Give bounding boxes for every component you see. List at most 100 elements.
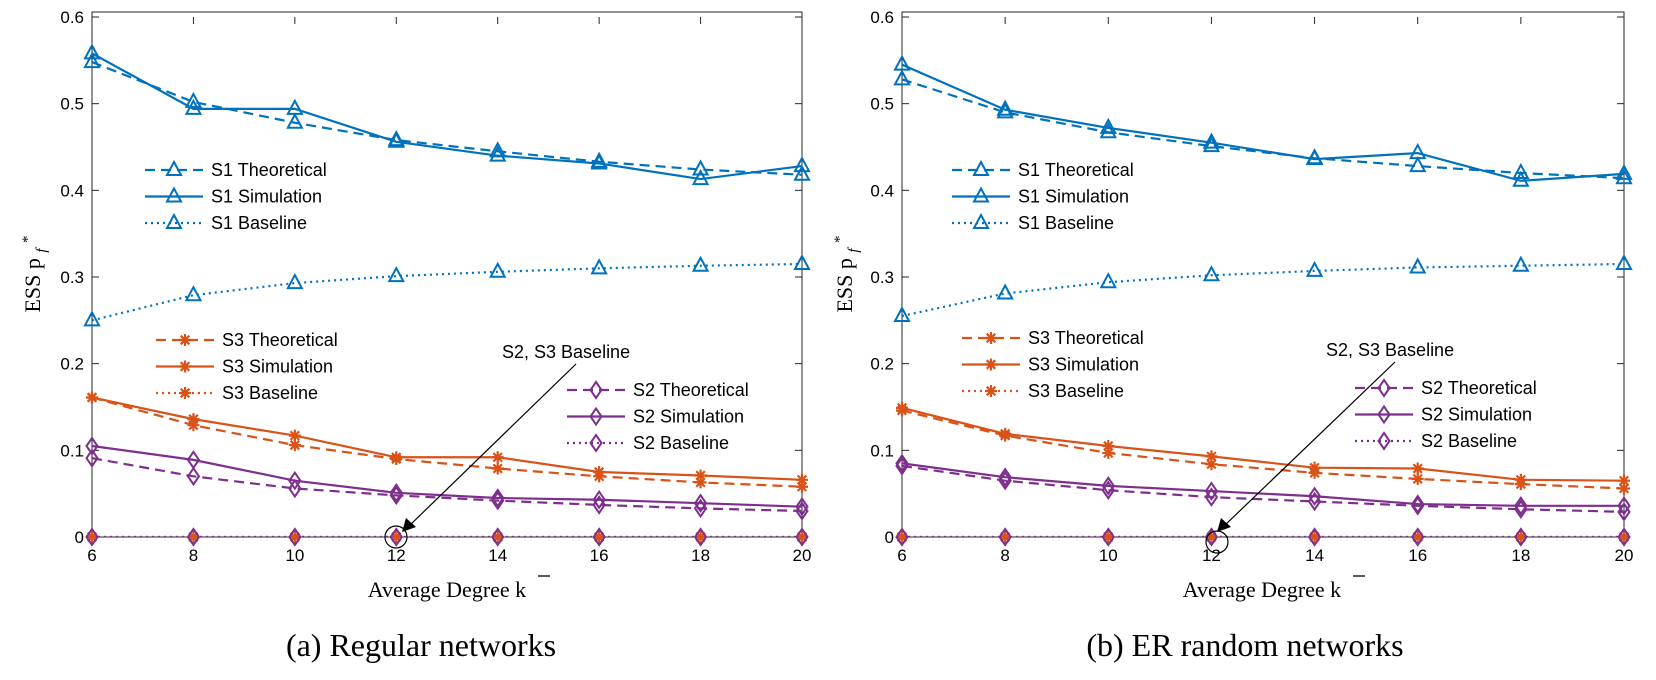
y-axis-label-superscript: * [20,235,36,243]
data-point [491,527,505,547]
data-point [893,54,911,71]
y-tick-label: 0.1 [870,441,894,460]
data-point [793,155,811,173]
x-axis-label-text: Average Degree k [368,577,526,602]
legend-block: S3 Theoretical S3 Simulation S3 Baseline [156,330,338,403]
data-point [1409,155,1427,173]
data-point [83,43,101,60]
data-point [691,168,710,186]
legend-marker [179,334,191,346]
axis-ticks: 6 8 10 12 14 16 18 20 0 0.1 0.2 0.3 0.4 0.5 0.6 [870,8,1633,565]
data-point [1102,446,1115,459]
legend-marker [179,387,191,399]
x-axis-label: Average Degree k [1183,577,1341,602]
data-point [286,112,304,129]
legend-marker [1377,431,1391,451]
x-axis-label-text: Average Degree k [1183,577,1341,602]
x-tick-label: 20 [1615,546,1634,565]
data-point [1618,482,1630,495]
series-line-s3-theoretical [92,396,802,488]
data-point [187,413,200,426]
data-point [491,451,504,464]
legend-label: S2 Baseline [1421,431,1517,451]
x-tick-label: 8 [1000,546,1009,565]
data-point [1409,257,1427,274]
data-point [1101,527,1115,547]
data-point [1202,265,1221,282]
data-point [590,153,608,170]
data-point [1099,122,1117,139]
data-point [86,531,98,543]
data-point [286,272,304,290]
data-point [1617,496,1631,516]
data-point [1308,461,1321,474]
legend-label: S3 Simulation [1028,355,1139,375]
data-point [184,98,203,115]
data-point [186,466,201,487]
data-point [795,496,809,517]
data-point [1102,440,1115,452]
data-point [1618,474,1630,487]
y-tick-label: 0.1 [60,441,84,460]
data-point [1411,494,1425,514]
legend-label: S1 Theoretical [211,160,327,180]
x-tick-label: 16 [1408,546,1427,565]
y-tick-label: 0.3 [60,268,84,287]
data-point [694,531,707,543]
data-point [893,69,911,86]
data-point [1514,496,1528,516]
legend-label: S3 Theoretical [1028,328,1144,348]
data-point [895,453,909,474]
x-axis-label: Average Degree k [368,577,526,602]
y-tick-label: 0.5 [60,95,84,114]
y-tick-label: 0.6 [870,8,894,27]
data-point [796,531,808,543]
legend-label: S1 Simulation [1018,187,1129,207]
legend-label: S2 Theoretical [633,380,749,400]
data-point [1202,136,1221,153]
data-point [85,448,99,468]
data-point [996,99,1014,116]
annotation-arrowhead [1217,518,1231,532]
legend-marker [972,159,990,176]
data-point [1101,476,1115,496]
legend-label: S1 Baseline [211,213,307,233]
legend-label: S1 Simulation [211,187,322,207]
data-point [489,145,507,162]
legend-label: S2 Baseline [633,433,729,453]
legend-marker [165,186,183,203]
data-point [286,98,304,115]
legend-label: S3 Baseline [222,383,318,403]
series-lines [902,63,1624,537]
data-point [489,141,507,158]
plot-area [91,11,803,538]
legend-marker [985,332,997,344]
x-tick-label: 6 [87,546,96,565]
data-point [288,478,302,499]
caption: (b) ER random networks [1086,627,1403,663]
data-point [1205,450,1218,463]
data-point [1307,527,1322,547]
data-point [693,527,708,547]
data-point [491,531,504,543]
x-tick-label: 10 [1099,546,1118,565]
x-tick-label: 12 [1202,546,1221,565]
data-point [593,466,606,478]
data-point [1099,117,1117,134]
series-line-s2-simulation [902,462,1624,507]
legend-marker [165,159,183,176]
series-line-s1-baseline [92,262,802,322]
series-markers [893,54,1633,547]
data-point [999,427,1012,440]
data-point [694,469,707,482]
data-point [288,470,302,491]
legend-label: S3 Simulation [222,357,333,377]
series-line-s1-simulation [92,52,802,181]
y-tick-label: 0.3 [870,268,894,287]
data-point [390,451,403,464]
data-point [893,305,911,322]
data-point [184,91,203,108]
legend-marker [165,212,183,229]
data-point [1512,255,1530,272]
